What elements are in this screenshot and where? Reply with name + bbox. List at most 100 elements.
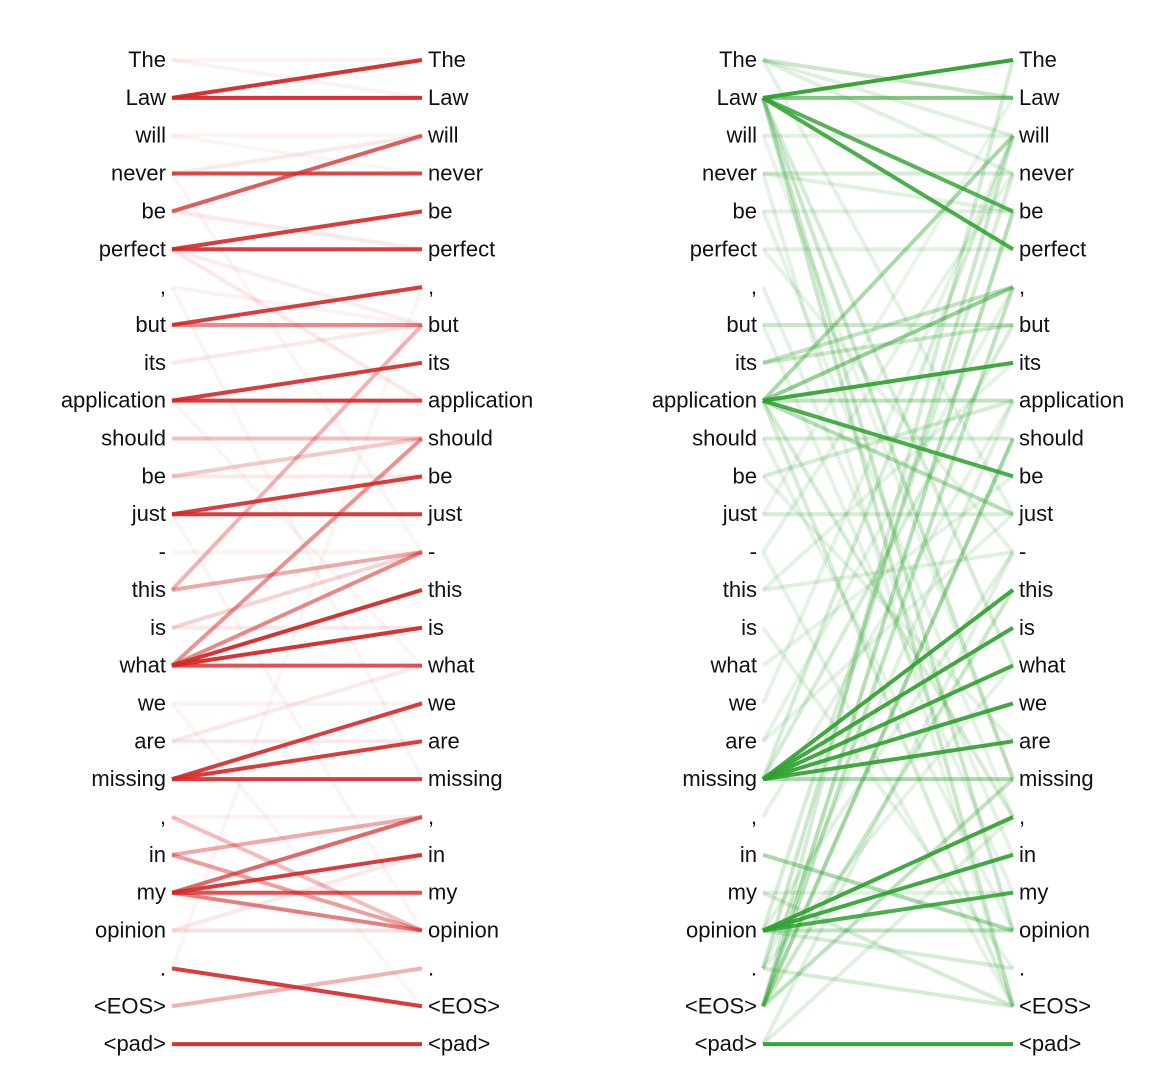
- right-attention-edge: [762, 285, 1014, 403]
- right-attention-edge: [761, 551, 1015, 1008]
- right-target-token-pad: <pad>: [1019, 1031, 1081, 1056]
- left-target-token-eos: <EOS>: [428, 993, 500, 1018]
- right-attention-edge: [762, 739, 1014, 782]
- left-source-token-pad: <pad>: [104, 1031, 166, 1056]
- right-target-token-we: we: [1018, 690, 1047, 715]
- right-attention-edge: [761, 59, 1015, 516]
- left-target-token-never: never: [428, 161, 483, 186]
- left-target-token-in: in: [428, 842, 445, 867]
- left-source-token-what: what: [119, 653, 166, 678]
- right-source-token-missing: missing: [682, 766, 757, 791]
- left-attention-edge: [171, 360, 423, 403]
- left-target-token-missing: missing: [428, 766, 503, 791]
- right-attention-edge: [761, 626, 1015, 781]
- right-attention-edge: [761, 588, 1015, 1008]
- left-source-token-my: my: [137, 880, 166, 905]
- left-attention-edge: [171, 739, 423, 782]
- left-attention-edge: [171, 436, 423, 479]
- right-target-token-never: never: [1019, 161, 1074, 186]
- left-target-token-opinion: opinion: [428, 918, 499, 943]
- right-attention-edge: [761, 134, 1015, 705]
- right-target-token-the: The: [1019, 47, 1057, 72]
- right-target-token-what: what: [1018, 653, 1065, 678]
- right-target-token-will: will: [1018, 123, 1050, 148]
- right-target-token-missing: missing: [1019, 766, 1094, 791]
- right-target-token-but: but: [1019, 312, 1050, 337]
- left-target-token-this: this: [428, 577, 462, 602]
- left-source-token-be: be: [142, 463, 166, 488]
- right-attention-edge: [762, 663, 1014, 781]
- left-source-token-law: Law: [126, 85, 166, 110]
- right-target-token-my: my: [1019, 880, 1048, 905]
- left-attention-panel: The Law will never be perfect, but its applicati…: [61, 47, 533, 1056]
- right-attention-edge: [761, 286, 1015, 743]
- right-source-token-is: is: [741, 615, 757, 640]
- left-attention-edge: [171, 209, 423, 252]
- right-target-token-be: be: [1019, 463, 1043, 488]
- right-target-token-period: .: [1019, 955, 1025, 980]
- right-attention-edge: [761, 210, 1015, 1007]
- left-source-token-dash: -: [159, 539, 166, 564]
- right-attention-edge: [761, 588, 1015, 781]
- left-target-token-comma: ,: [428, 804, 434, 829]
- right-attention-edge: [762, 360, 1014, 403]
- right-source-token-should: should: [692, 426, 757, 451]
- left-attention-edge: [171, 815, 423, 895]
- right-source-token-the: The: [719, 47, 757, 72]
- left-attention-edge: [170, 399, 424, 667]
- left-attention-edge: [171, 890, 423, 933]
- right-source-token-in: in: [740, 842, 757, 867]
- right-source-token-application: application: [652, 388, 757, 413]
- left-source-token-column: The Law will never be perfect, but its applicati…: [61, 47, 166, 1056]
- right-target-token-opinion: opinion: [1019, 918, 1090, 943]
- right-source-token-are: are: [725, 728, 757, 753]
- right-attention-edge: [761, 512, 1015, 743]
- left-target-token-are: are: [428, 728, 460, 753]
- right-attention-edge: [761, 97, 1015, 932]
- right-source-token-never: never: [702, 161, 757, 186]
- right-source-token-opinion: opinion: [686, 918, 757, 943]
- left-source-token-opinion: opinion: [95, 918, 166, 943]
- right-attention-edge: [761, 551, 1015, 1046]
- left-attention-edge: [171, 285, 423, 327]
- left-attention-edge: [171, 133, 423, 176]
- right-source-token-period: .: [751, 955, 757, 980]
- right-target-token-column: The Law will never be perfect, but its applicati…: [1018, 47, 1124, 1056]
- left-attention-edge: [171, 550, 423, 668]
- right-attention-edge: [761, 172, 1015, 554]
- right-attention-edge: [761, 135, 1015, 969]
- left-attention-edge: [171, 625, 423, 668]
- right-target-token-its: its: [1019, 350, 1041, 375]
- left-target-token-my: my: [428, 880, 457, 905]
- right-attention-edge: [761, 96, 1015, 251]
- right-target-token-perfect: perfect: [1019, 236, 1086, 261]
- left-source-token-eos: <EOS>: [94, 993, 166, 1018]
- right-attention-edge: [761, 247, 1015, 554]
- left-source-token-comma: ,: [160, 804, 166, 829]
- left-source-token-period: .: [160, 955, 166, 980]
- right-target-token-is: is: [1019, 615, 1035, 640]
- right-source-token-perfect: perfect: [690, 236, 757, 261]
- right-attention-edge: [761, 59, 1015, 1007]
- left-source-token-the: The: [128, 47, 166, 72]
- right-attention-edge: [761, 474, 1015, 668]
- right-attention-edge: [761, 324, 1015, 894]
- right-source-token-its: its: [735, 350, 757, 375]
- left-target-token-pad: <pad>: [428, 1031, 490, 1056]
- left-target-token-the: The: [428, 47, 466, 72]
- right-attention-edge: [761, 323, 1015, 781]
- left-attention-edge: [170, 286, 424, 781]
- right-attention-edge: [761, 134, 1015, 780]
- right-source-token-just: just: [722, 501, 757, 526]
- left-target-token-perfect: perfect: [428, 236, 495, 261]
- left-source-token-its: its: [144, 350, 166, 375]
- right-attention-edge: [762, 550, 1014, 592]
- right-attention-edge: [762, 398, 1014, 479]
- left-source-token-be: be: [142, 198, 166, 223]
- left-attention-edge: [170, 172, 424, 554]
- right-attention-edge: [762, 890, 1014, 933]
- left-edge-group: [170, 58, 424, 1047]
- left-source-token-in: in: [149, 842, 166, 867]
- right-attention-edge: [762, 285, 1014, 365]
